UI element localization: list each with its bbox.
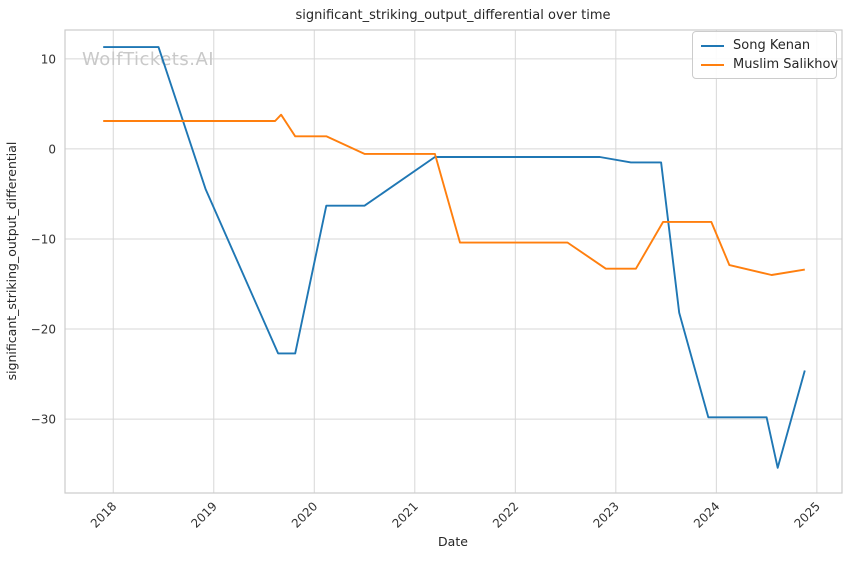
legend-label: Muslim Salikhov bbox=[733, 57, 839, 72]
y-tick-label: −30 bbox=[31, 413, 56, 427]
chart-title: significant_striking_output_differential… bbox=[296, 8, 611, 23]
x-tick-label: 2018 bbox=[88, 499, 119, 530]
x-tick-label: 2020 bbox=[289, 499, 320, 530]
series-layer bbox=[103, 46, 806, 469]
y-axis-label: significant_striking_output_differential bbox=[4, 142, 19, 381]
x-tick-label: 2024 bbox=[691, 499, 722, 530]
x-tick-label: 2019 bbox=[188, 499, 219, 530]
legend-label: Song Kenan bbox=[733, 38, 811, 53]
legend-line-swatch-blue bbox=[701, 44, 724, 47]
grid-layer bbox=[65, 30, 842, 493]
plot-area-border bbox=[64, 29, 843, 494]
series-line-1 bbox=[103, 113, 805, 276]
legend: Song Kenan Muslim Salikhov bbox=[692, 31, 838, 79]
series-line-0 bbox=[103, 46, 806, 469]
legend-item-song-kenan: Song Kenan bbox=[701, 36, 828, 55]
x-tick-label: 2025 bbox=[791, 499, 822, 530]
x-tick-label: 2023 bbox=[590, 499, 621, 530]
y-tick-label: −20 bbox=[31, 323, 56, 337]
y-tick-label: −10 bbox=[31, 232, 56, 246]
legend-item-muslim-salikhov: Muslim Salikhov bbox=[701, 55, 838, 74]
y-tick-label: 10 bbox=[41, 52, 56, 66]
x-axis-label: Date bbox=[438, 534, 468, 549]
x-tick-label: 2021 bbox=[389, 499, 420, 530]
tick-layer: 10 0 −10 −20 −30 2018 2019 2020 2021 2022 2023 2024… bbox=[31, 52, 823, 530]
legend-line-swatch-orange bbox=[701, 63, 724, 66]
x-tick-label: 2022 bbox=[490, 499, 521, 530]
watermark: WolfTickets.AI bbox=[82, 49, 214, 70]
y-tick-label: 0 bbox=[48, 142, 56, 156]
